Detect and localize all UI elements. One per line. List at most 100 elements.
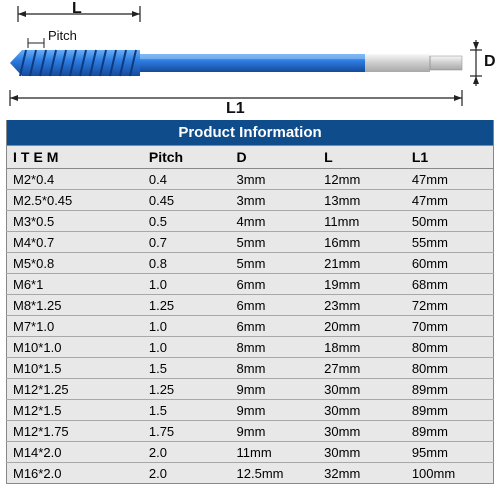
table-cell: 12.5mm <box>231 463 319 484</box>
table-row: M12*1.51.59mm30mm89mm <box>7 400 494 421</box>
table-cell: 30mm <box>318 421 406 442</box>
table-cell: 6mm <box>231 316 319 337</box>
table-title: Product Information <box>6 120 494 145</box>
table-cell: M10*1.0 <box>7 337 143 358</box>
label-l: L <box>72 0 82 18</box>
table-cell: M12*1.25 <box>7 379 143 400</box>
table-cell: 8mm <box>231 358 319 379</box>
table-row: M12*1.751.759mm30mm89mm <box>7 421 494 442</box>
table-cell: M6*1 <box>7 274 143 295</box>
table-cell: 6mm <box>231 295 319 316</box>
table-row: M2.5*0.450.453mm13mm47mm <box>7 190 494 211</box>
table-cell: M16*2.0 <box>7 463 143 484</box>
table-cell: M4*0.7 <box>7 232 143 253</box>
table-row: M2*0.40.43mm12mm47mm <box>7 169 494 190</box>
table-cell: 20mm <box>318 316 406 337</box>
table-cell: M2*0.4 <box>7 169 143 190</box>
table-cell: 30mm <box>318 400 406 421</box>
col-item: ITEM <box>7 146 143 169</box>
table-cell: 9mm <box>231 379 319 400</box>
table-cell: 72mm <box>406 295 494 316</box>
table-cell: 23mm <box>318 295 406 316</box>
label-l1: L1 <box>226 100 245 118</box>
table-cell: 1.0 <box>143 337 231 358</box>
table-cell: M8*1.25 <box>7 295 143 316</box>
table-row: M6*11.06mm19mm68mm <box>7 274 494 295</box>
col-l1: L1 <box>406 146 494 169</box>
table-cell: 3mm <box>231 190 319 211</box>
table-cell: 89mm <box>406 421 494 442</box>
table-cell: 30mm <box>318 442 406 463</box>
table-cell: M14*2.0 <box>7 442 143 463</box>
table-cell: 30mm <box>318 379 406 400</box>
table-cell: 0.8 <box>143 253 231 274</box>
table-row: M8*1.251.256mm23mm72mm <box>7 295 494 316</box>
table-row: M3*0.50.54mm11mm50mm <box>7 211 494 232</box>
table-row: M16*2.02.012.5mm32mm100mm <box>7 463 494 484</box>
col-d: D <box>231 146 319 169</box>
col-pitch: Pitch <box>143 146 231 169</box>
table-body: M2*0.40.43mm12mm47mmM2.5*0.450.453mm13mm… <box>7 169 494 484</box>
table-cell: 47mm <box>406 190 494 211</box>
table-cell: 100mm <box>406 463 494 484</box>
table-row: M4*0.70.75mm16mm55mm <box>7 232 494 253</box>
table-cell: 60mm <box>406 253 494 274</box>
table-cell: M7*1.0 <box>7 316 143 337</box>
table-cell: 1.5 <box>143 358 231 379</box>
label-d: D <box>484 53 496 71</box>
table-row: M10*1.51.58mm27mm80mm <box>7 358 494 379</box>
table-header-row: ITEM Pitch D L L1 <box>7 146 494 169</box>
table-cell: M12*1.5 <box>7 400 143 421</box>
table-cell: 95mm <box>406 442 494 463</box>
table-cell: 1.0 <box>143 274 231 295</box>
table-cell: 0.7 <box>143 232 231 253</box>
table-row: M14*2.02.011mm30mm95mm <box>7 442 494 463</box>
table-cell: 68mm <box>406 274 494 295</box>
table-cell: 21mm <box>318 253 406 274</box>
table-cell: 5mm <box>231 253 319 274</box>
table-cell: 27mm <box>318 358 406 379</box>
table-cell: 16mm <box>318 232 406 253</box>
table-cell: 2.0 <box>143 463 231 484</box>
table-cell: 13mm <box>318 190 406 211</box>
table-cell: 70mm <box>406 316 494 337</box>
table-cell: 9mm <box>231 400 319 421</box>
table-cell: 2.0 <box>143 442 231 463</box>
table-cell: 47mm <box>406 169 494 190</box>
table-cell: M2.5*0.45 <box>7 190 143 211</box>
tap-svg <box>0 0 500 120</box>
table-cell: 1.25 <box>143 295 231 316</box>
table-cell: 32mm <box>318 463 406 484</box>
table-cell: 12mm <box>318 169 406 190</box>
table-cell: 11mm <box>318 211 406 232</box>
table-cell: 89mm <box>406 400 494 421</box>
table-cell: 11mm <box>231 442 319 463</box>
table-wrapper: Product Information ITEM Pitch D L L1 M2… <box>0 120 500 500</box>
table-cell: 1.25 <box>143 379 231 400</box>
table-cell: 1.5 <box>143 400 231 421</box>
col-l: L <box>318 146 406 169</box>
table-cell: M5*0.8 <box>7 253 143 274</box>
table-cell: 8mm <box>231 337 319 358</box>
table-cell: 55mm <box>406 232 494 253</box>
table-cell: 0.45 <box>143 190 231 211</box>
table-cell: 1.75 <box>143 421 231 442</box>
table-cell: 89mm <box>406 379 494 400</box>
table-cell: 5mm <box>231 232 319 253</box>
table-cell: 50mm <box>406 211 494 232</box>
page-container: L Pitch D L1 Product Information ITEM Pi… <box>0 0 500 500</box>
table-cell: 18mm <box>318 337 406 358</box>
table-cell: M12*1.75 <box>7 421 143 442</box>
table-cell: 1.0 <box>143 316 231 337</box>
table-row: M7*1.01.06mm20mm70mm <box>7 316 494 337</box>
table-cell: M10*1.5 <box>7 358 143 379</box>
table-row: M10*1.01.08mm18mm80mm <box>7 337 494 358</box>
table-cell: 80mm <box>406 337 494 358</box>
table-cell: 9mm <box>231 421 319 442</box>
table-cell: 80mm <box>406 358 494 379</box>
table-cell: 0.5 <box>143 211 231 232</box>
table-row: M12*1.251.259mm30mm89mm <box>7 379 494 400</box>
table-cell: 3mm <box>231 169 319 190</box>
table-cell: 19mm <box>318 274 406 295</box>
spec-table: ITEM Pitch D L L1 M2*0.40.43mm12mm47mmM2… <box>6 145 494 484</box>
